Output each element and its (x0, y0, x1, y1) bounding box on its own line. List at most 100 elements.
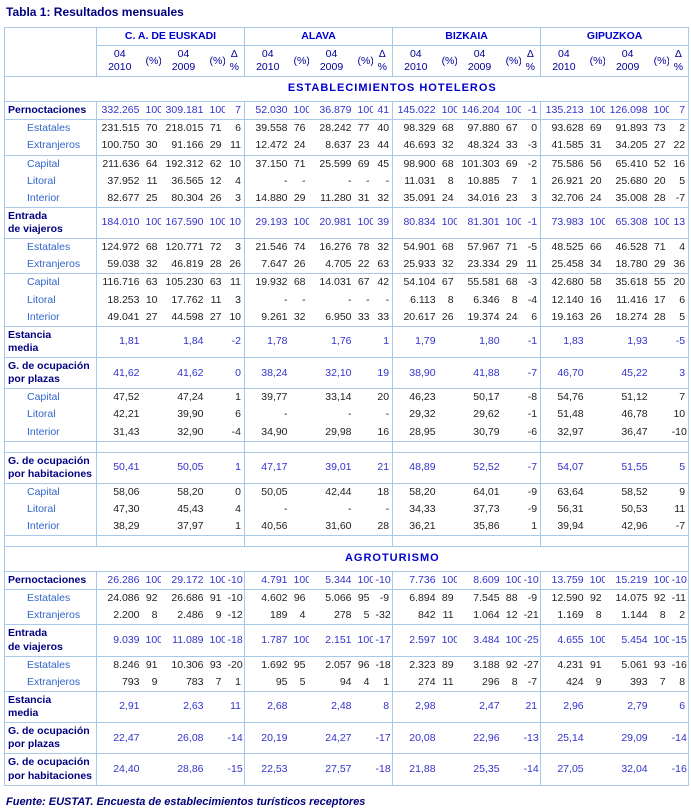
value-cell: -15 (668, 624, 689, 657)
value-cell: - (385, 293, 390, 306)
value-cell: 22 (357, 258, 370, 271)
value-cell: 4 (235, 503, 242, 515)
value-cell (354, 325, 373, 358)
value-cell: 6 (224, 119, 245, 138)
value-cell (143, 424, 161, 442)
value-cell: 80.304 (171, 191, 204, 204)
value-cell (354, 356, 373, 389)
row-label: Estatales (4, 589, 97, 608)
value-cell: 5.061 (604, 655, 651, 674)
value-cell: 56 (586, 154, 605, 173)
value-cell: 29,32 (392, 406, 439, 424)
row-label: Estancia media (4, 690, 97, 723)
value-cell: 100 (290, 570, 309, 590)
value-cell: 100 (650, 101, 669, 120)
spacer-cell (95, 535, 245, 547)
value-cell (142, 482, 161, 501)
value-cell (586, 325, 605, 358)
value-cell: -16 (668, 753, 689, 786)
value-cell: 124.972 (96, 238, 143, 257)
value-cell: 7 (659, 675, 666, 688)
value-cell: 5 (299, 675, 306, 688)
band-label-cell (4, 76, 97, 103)
value-cell (290, 451, 309, 484)
value-cell: 33 (357, 310, 370, 323)
value-cell: 4 (299, 609, 306, 622)
table-row: Estancia media 2,91 2,63 11 2,68 2,48 8 2,98 2,4… (4, 690, 689, 723)
value-cell: 29,98 (325, 425, 352, 438)
period-header: (%) (354, 45, 373, 78)
value-cell: 100 (142, 206, 161, 239)
value-cell: -18 (224, 624, 245, 657)
row-label: G. de ocupación por habitaciones (4, 753, 97, 786)
value-cell: 91 (586, 655, 605, 674)
value-cell: 100 (206, 624, 225, 657)
value-cell: 12.472 (244, 137, 291, 155)
value-cell: 26,08 (160, 722, 207, 754)
value-cell: 231.515 (96, 119, 143, 138)
value-cell: 2.486 (177, 609, 204, 622)
value-cell: 3 (531, 191, 538, 204)
value-cell: -14 (668, 722, 689, 754)
period-header: 04 2009 (456, 45, 503, 78)
value-cell: 22,53 (244, 753, 291, 786)
value-cell: 34.016 (467, 191, 500, 204)
value-cell: 63,64 (540, 482, 587, 501)
value-cell (587, 518, 605, 536)
value-cell: 2 (668, 119, 689, 138)
value-cell: 8 (372, 690, 393, 723)
period-header: 04 2010 (244, 45, 291, 78)
period-header: Δ % (668, 45, 689, 78)
value-cell (290, 325, 309, 358)
value-cell: 11.089 (160, 624, 207, 657)
value-cell: 1 (531, 174, 538, 187)
row-label: Estatales (4, 238, 97, 257)
spacer-cell (4, 440, 97, 453)
value-cell (142, 753, 161, 786)
value-cell: 21.546 (244, 238, 291, 257)
value-cell: 23.334 (467, 258, 500, 271)
value-cell: 58,52 (604, 482, 651, 501)
value-cell: 92 (650, 589, 669, 608)
value-cell: 20 (589, 174, 602, 187)
value-cell: -12 (227, 609, 243, 622)
value-cell: -6 (527, 425, 538, 438)
value-cell: 37.952 (96, 172, 143, 190)
value-cell: 120.771 (160, 238, 207, 257)
region-header: C. A. DE EUSKADI (95, 27, 245, 47)
value-cell: 93 (206, 655, 225, 674)
spacer-cell (244, 535, 393, 547)
value-cell: 2.057 (308, 655, 355, 674)
value-cell: 51,48 (540, 406, 587, 424)
value-cell: 100 (142, 624, 161, 657)
value-cell: 33,14 (308, 388, 355, 407)
value-cell: 93.628 (540, 119, 587, 138)
value-cell (439, 406, 457, 423)
table-row: Estatales 231.515 70 218.015 71 6 39.558 76 28.2… (4, 119, 689, 138)
value-cell: 27 (653, 139, 666, 152)
value-cell: 40,56 (244, 518, 291, 536)
value-cell: 32 (372, 238, 393, 257)
value-cell: 10.885 (467, 174, 500, 187)
value-cell: 14.880 (244, 189, 291, 208)
value-cell: 393 (630, 675, 648, 688)
value-cell: 6 (235, 408, 242, 421)
period-header: 04 2009 (604, 45, 651, 78)
value-cell (439, 518, 457, 536)
value-cell: 2,68 (244, 690, 291, 723)
value-cell: 34 (589, 258, 602, 271)
value-cell: 192.312 (160, 154, 207, 173)
row-label: Pernoctaciones (4, 101, 97, 120)
value-cell: 12.590 (540, 589, 587, 608)
value-cell (290, 753, 309, 786)
value-cell (586, 690, 605, 723)
value-cell: 39,94 (540, 518, 587, 536)
value-cell: 96 (354, 655, 373, 674)
value-cell: 0 (224, 356, 245, 389)
value-cell: 58,06 (96, 482, 143, 501)
value-cell: 1.064 (473, 609, 500, 622)
value-cell: 100 (438, 101, 457, 120)
value-cell (206, 482, 225, 501)
value-cell: 81.301 (456, 206, 503, 239)
value-cell: 24 (589, 191, 602, 204)
